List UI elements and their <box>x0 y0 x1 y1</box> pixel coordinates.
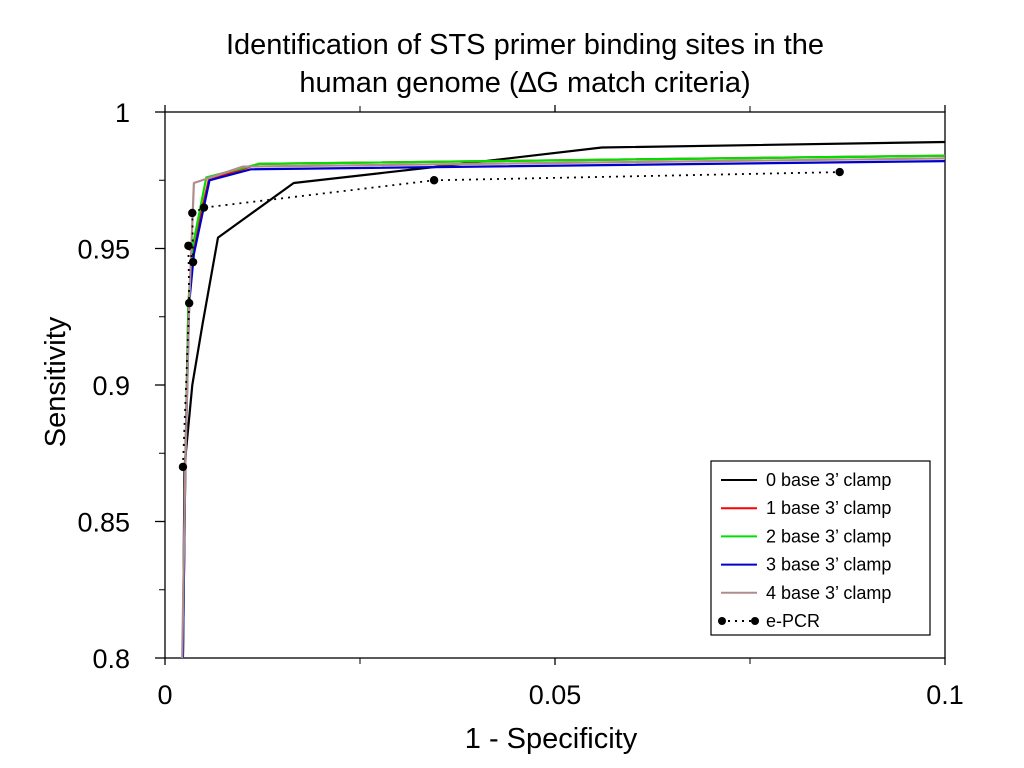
legend-marker-6 <box>718 617 726 625</box>
series-point-6 <box>429 176 439 185</box>
axes-layer: 0 0.05 0.1 0.8 0.85 0.9 0.95 1 <box>77 98 963 710</box>
series-point-6 <box>178 462 188 472</box>
x-tick-label: 0.1 <box>926 680 964 710</box>
y-tick-label: 1 <box>115 98 130 128</box>
legend-label-1: 0 base 3’ clamp <box>766 470 891 490</box>
legend-label-4: 3 base 3’ clamp <box>766 555 891 575</box>
legend-label-3: 2 base 3’ clamp <box>766 526 891 546</box>
series-point-6 <box>188 208 197 218</box>
series-line-1 <box>181 140 946 659</box>
series-point-6 <box>184 298 194 308</box>
x-tick-label: 0.05 <box>529 680 582 710</box>
chart-title-line-2: human genome (∆G match criteria) <box>299 67 751 99</box>
chart-title-line-1: Identification of STS primer binding sit… <box>225 29 825 61</box>
legend-box <box>710 460 931 636</box>
y-tick-label: 0.9 <box>92 371 130 401</box>
y-tick-label: 0.95 <box>77 235 130 265</box>
chart-title: Identification of STS primer binding sit… <box>0 26 1024 102</box>
series-point-6 <box>184 241 193 250</box>
series-point-6 <box>835 167 844 177</box>
y-tick-label: 0.8 <box>92 644 130 674</box>
legend-label-5: 4 base 3’ clamp <box>766 583 891 603</box>
x-axis-title: 1 - Specificity <box>465 723 638 755</box>
y-axis-title: Sensitivity <box>40 316 72 447</box>
series-point-6 <box>199 203 209 212</box>
y-tick-label: 0.85 <box>77 508 130 538</box>
x-tick-label: 0 <box>157 680 172 710</box>
series-layer <box>178 140 946 659</box>
series-point-6 <box>188 257 198 267</box>
legend-label-2: 1 base 3’ clamp <box>766 498 891 518</box>
legend: 0 base 3’ clamp 1 base 3’ clamp 2 base 3’ … <box>710 460 931 636</box>
legend-label-6: e-PCR <box>766 611 820 631</box>
legend-marker-6 <box>751 617 759 625</box>
